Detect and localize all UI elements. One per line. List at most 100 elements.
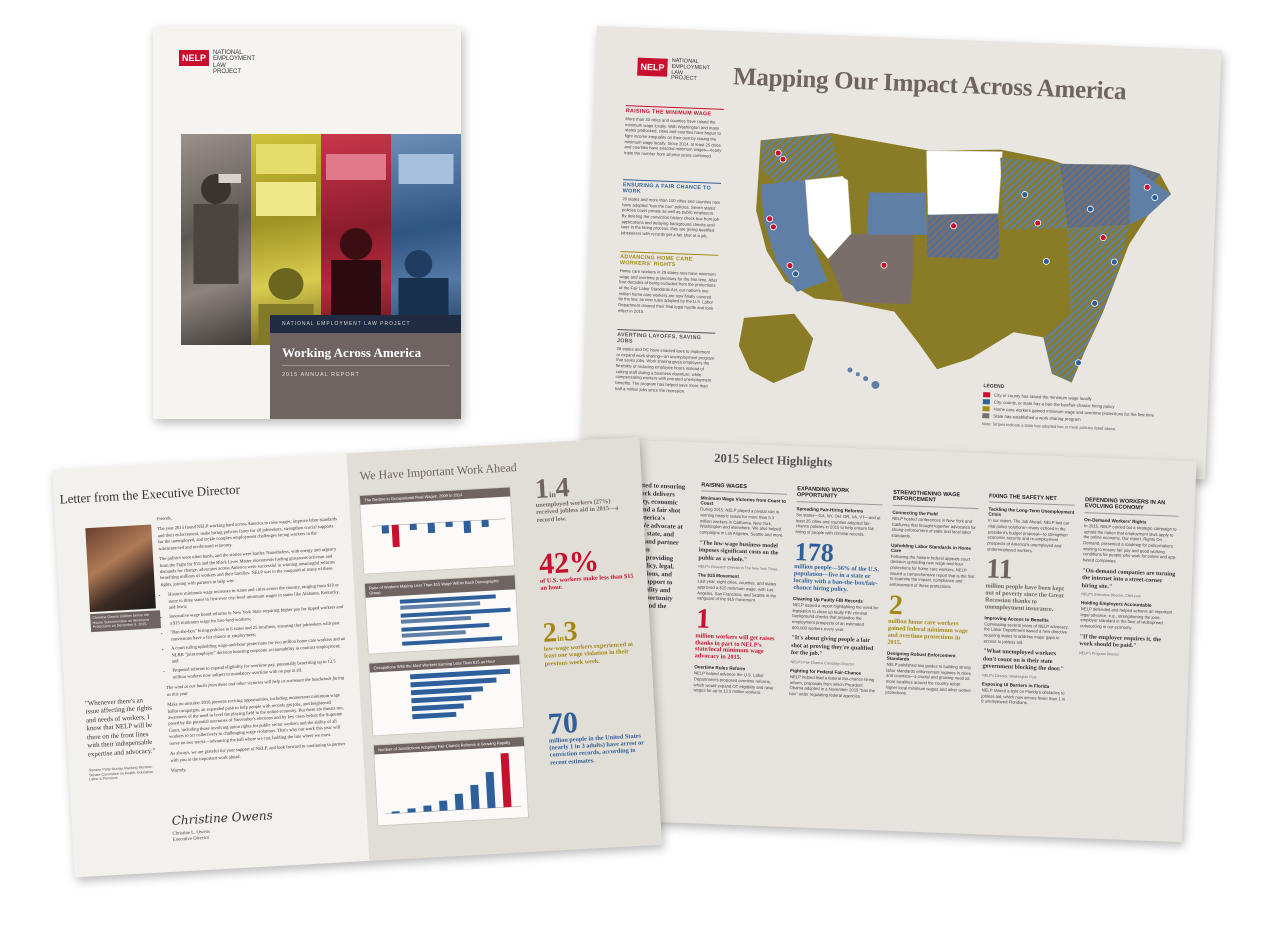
column-text: NELP issued a report highlighting the ne…: [791, 601, 879, 632]
quote-attribution: NELP's Director, Washington Post: [982, 673, 1037, 680]
map-section-text: More than 33 cities and counties have ra…: [624, 116, 722, 159]
director-portrait: [85, 524, 156, 613]
mini-chart-fair-chance: Number of Jurisdictions Adopting Fair-Ch…: [372, 736, 530, 827]
letter-paragraph: Make no mistake: 2016 presents exciting …: [167, 692, 344, 746]
logo-text: NATIONAL EMPLOYMENT LAW PROJECT: [670, 58, 710, 84]
column-quote: "It's about giving people a fair shot at…: [790, 635, 874, 658]
column-text: NELP helped lead a federal fair-chance h…: [789, 673, 876, 699]
map-section-text: Home care workers in 29 states now have …: [618, 268, 718, 314]
column-quote: "If the employer requires it, the work s…: [1079, 633, 1162, 650]
photo-panel-red: [321, 134, 391, 345]
letter-title: Letter from the Executive Director: [59, 481, 241, 507]
quote-attribution: NELP's Executive Director, CNN.com: [1081, 592, 1141, 599]
column-heading: RAISING WAGES: [701, 482, 788, 496]
big-stat-caption: million workers will get raises thanks i…: [694, 631, 775, 662]
logo-line: EMPLOYMENT: [213, 56, 256, 63]
map-section-heading: ADVANCING HOME CARE WORKERS' RIGHTS: [619, 251, 719, 270]
map-section-home-care: ADVANCING HOME CARE WORKERS' RIGHTS Home…: [618, 251, 719, 317]
map-legend: LEGEND City or county has raised the min…: [982, 383, 1184, 434]
map-section-text: 28 states and DC have enacted laws to im…: [615, 345, 715, 394]
photo-panel-grey: [181, 134, 251, 345]
work-ahead-title: We Have Important Work Ahead: [359, 460, 518, 483]
annual-report-cover: NELP NATIONAL EMPLOYMENT LAW PROJECT NAT…: [153, 27, 461, 419]
column-text: NELP published two guides to building st…: [885, 661, 972, 696]
region-northeast: [1129, 164, 1171, 225]
highlight-column-safety-net: FIXING THE SAFETY NET Tackling the Long-…: [981, 493, 1076, 709]
column-text: Following the historic federal appeals c…: [889, 553, 975, 589]
region-colorado: [867, 192, 928, 235]
legend-swatch: [983, 392, 991, 398]
column-text: In our report, The Job Ahead, NELP laid …: [986, 517, 1070, 553]
work-ahead-page: We Have Important Work Ahead The Decline…: [346, 437, 662, 861]
highlight-column-enforcement: STRENGTHENING WAGE ENFORCEMENT Connectin…: [885, 489, 980, 701]
region-nevada-utah: [804, 175, 852, 260]
column-text: Culminating several years of NELP advoca…: [983, 621, 1069, 645]
photo-panel-yellow: [251, 134, 321, 345]
legend-swatch: [982, 413, 990, 419]
map-section-fair-chance: ENSURING A FAIR CHANCE TO WORK 20 states…: [620, 179, 722, 239]
legend-swatch: [982, 406, 990, 412]
map-section-heading: ENSURING A FAIR CHANCE TO WORK: [622, 179, 722, 198]
quote-attribution: NELP's Fair-Chance Campaign Director: [790, 659, 855, 667]
region-california: [761, 180, 828, 292]
big-stat-number: 1: [695, 603, 711, 635]
logo-mark: NELP: [179, 50, 210, 66]
photo-panel-blue: [391, 134, 461, 345]
column-text: Six states—GA, NY, OH, OR, VA, VT—and at…: [795, 511, 881, 537]
stat-text: million people in the United States (nea…: [548, 732, 645, 767]
mini-chart-graphic: [385, 752, 522, 815]
letter-body: Friends, The year 2015 found NELP workin…: [157, 506, 353, 778]
map-section-text: 20 states and more than 100 cities and c…: [620, 196, 721, 239]
big-stat-caption: million people have been kept out of pov…: [984, 582, 1065, 613]
letter-page: Letter from the Executive Director Chris…: [52, 454, 369, 878]
legend-label: State has established a work sharing pro…: [993, 413, 1081, 422]
region-alaska: [738, 313, 814, 384]
stat-records: 70 million people in the United States (…: [547, 705, 645, 766]
region-south-central: [992, 228, 1071, 331]
logo-line: PROJECT: [213, 68, 242, 75]
stat-text: unemployed workers (27%) received jobles…: [535, 498, 619, 524]
column-text: In 2015, NELP carried out a strategic ca…: [1082, 522, 1177, 564]
cover-org-band: NATIONAL EMPLOYMENT LAW PROJECT: [270, 315, 461, 333]
logo-line: NATIONAL: [213, 50, 243, 56]
column-text: NELP helped advance the U.S. Labor Depar…: [693, 670, 774, 696]
region-texas: [910, 256, 993, 366]
column-quote: "What unemployed workers don't count on …: [982, 648, 1065, 673]
signer-line: Executive Director: [172, 836, 210, 844]
map-title: Mapping Our Impact Across America: [732, 63, 1127, 106]
region-pacific-nw: [760, 133, 840, 186]
mini-chart-demographics: Ratio of Workers Making Less Than $15 Wa…: [363, 574, 520, 655]
stat-under-15: 42% of U.S. workers make less than $15 a…: [538, 545, 635, 593]
pull-quote-attribution: Senator Patty Murray, Ranking Member, Se…: [88, 764, 155, 782]
stat-text: low-wage workers experienced at least on…: [543, 641, 634, 668]
map-section-work-sharing: AVERTING LAYOFFS, SAVING JOBS 28 states …: [615, 329, 716, 395]
region-southeast: [1043, 224, 1130, 383]
cover-subtitle: 2015 ANNUAL REPORT: [282, 365, 449, 378]
letter-paragraph: The politics were often harsh, and the s…: [158, 546, 337, 587]
region-southwest: [828, 233, 914, 305]
column-heading: FIXING THE SAFETY NET: [988, 493, 1076, 507]
highlight-column-wages: RAISING WAGES Minimum Wage Victories fro…: [693, 482, 788, 698]
cover-title: Working Across America: [282, 345, 422, 360]
column-heading: EXPANDING WORK OPPORTUNITY: [796, 486, 884, 506]
cover-photo-collage: [181, 134, 461, 345]
stat-jobless-aid: 1in4 unemployed workers (27%) received j…: [534, 472, 631, 524]
logo-text: NATIONAL EMPLOYMENT LAW PROJECT: [213, 50, 255, 75]
region-midwest: [1000, 157, 1068, 230]
stat-wage-violation: 2in3 low-wage workers experienced at lea…: [542, 616, 639, 668]
mini-chart-graphic: [409, 668, 511, 720]
us-impact-map: [738, 133, 1171, 389]
stat-number: 4: [554, 472, 571, 504]
quote-attribution: NELP's Program Director: [1079, 650, 1120, 657]
highlights-title: 2015 Select Highlights: [714, 450, 833, 470]
stat-number: 2: [542, 617, 558, 649]
column-text: During 2015, NELP played a pivotal role …: [699, 506, 784, 538]
map-section-heading: AVERTING LAYOFFS, SAVING JOBS: [616, 329, 716, 348]
region-hawaii: [847, 367, 880, 389]
highlights-page: 2015 Select Highlights …committed to ens…: [572, 438, 1197, 843]
map-section-minimum-wage: RAISING THE MINIMUM WAGE More than 33 ci…: [624, 105, 724, 159]
logo-line: LAW: [213, 62, 226, 69]
logo-line: PROJECT: [670, 75, 697, 83]
nelp-logo: NELP NATIONAL EMPLOYMENT LAW PROJECT: [179, 50, 255, 75]
mini-chart-occupations: Occupations With the Most Workers Earnin…: [368, 654, 525, 737]
